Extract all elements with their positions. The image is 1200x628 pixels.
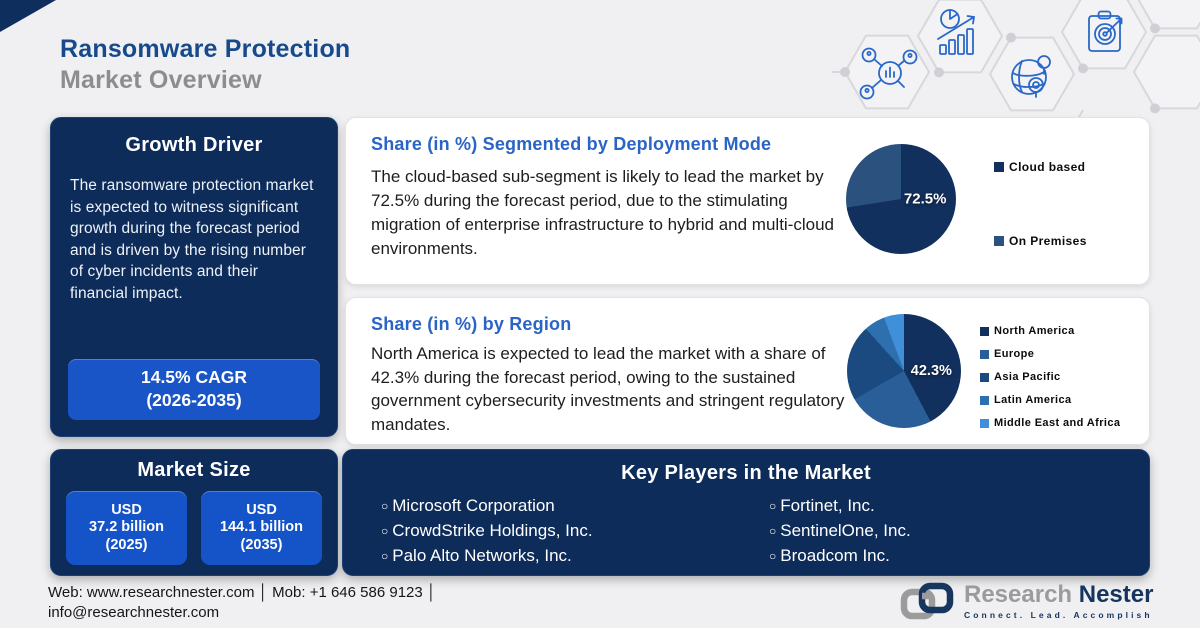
key-player-item: ○ Microsoft Corporation bbox=[381, 494, 769, 519]
circle-bullet-icon: ○ bbox=[381, 549, 389, 563]
badge-currency: USD bbox=[246, 501, 277, 518]
legend-swatch bbox=[980, 326, 989, 336]
deployment-pie-value-label: 72.5% bbox=[903, 190, 947, 208]
chain-link-icon bbox=[900, 582, 954, 620]
research-nester-logo: Research Nester Connect. Lead. Accomplis… bbox=[898, 580, 1153, 622]
logo-tagline: Connect. Lead. Accomplish bbox=[964, 609, 1153, 620]
deployment-body: The cloud-based sub-segment is likely to… bbox=[371, 167, 834, 258]
region-pie-chart: 42.3% bbox=[847, 314, 961, 428]
market-size-card: Market Size USD 37.2 billion (2025) USD … bbox=[50, 449, 338, 576]
circle-bullet-icon: ○ bbox=[769, 524, 777, 538]
footer-contact-line1: Web: www.researchnester.com │ Mob: +1 64… bbox=[48, 584, 437, 601]
legend-item: Latin America bbox=[980, 394, 1120, 406]
key-players-list-left: ○ Microsoft Corporation ○ CrowdStrike Ho… bbox=[381, 494, 769, 569]
legend-swatch bbox=[994, 236, 1004, 246]
legend-label: Cloud based bbox=[1009, 160, 1086, 174]
deployment-heading: Share (in %) Segmented by Deployment Mod… bbox=[371, 134, 772, 154]
legend-label: Middle East and Africa bbox=[994, 417, 1121, 429]
cagr-badge: 14.5% CAGR (2026-2035) bbox=[68, 359, 320, 420]
badge-currency: USD bbox=[111, 501, 142, 518]
legend-swatch bbox=[980, 372, 989, 382]
legend-label: On Premises bbox=[1009, 234, 1087, 248]
target-icon bbox=[1088, 10, 1123, 52]
market-size-heading: Market Size bbox=[137, 459, 251, 481]
page-title: Ransomware Protection Market Overview bbox=[60, 34, 350, 96]
badge-value: 37.2 billion bbox=[89, 519, 164, 536]
badge-year: (2025) bbox=[105, 536, 148, 553]
logo-wordmark: Research Nester bbox=[964, 580, 1154, 608]
title-line-2: Market Overview bbox=[60, 66, 262, 94]
region-share-card: Share (in %) by Region North America is … bbox=[345, 297, 1150, 445]
key-player-name: Microsoft Corporation bbox=[392, 496, 555, 515]
legend-label: Europe bbox=[994, 348, 1035, 360]
cagr-value: 14.5% CAGR bbox=[140, 367, 247, 387]
circle-bullet-icon: ○ bbox=[769, 499, 777, 513]
corner-accent bbox=[0, 0, 56, 32]
growth-driver-card: Growth Driver The ransomware protection … bbox=[50, 117, 338, 437]
legend-label: North America bbox=[994, 325, 1075, 337]
region-body: North America is expected to lead the ma… bbox=[371, 344, 845, 434]
badge-value: 144.1 billion bbox=[220, 519, 303, 536]
legend-label: Latin America bbox=[994, 394, 1072, 406]
circle-bullet-icon: ○ bbox=[381, 524, 389, 538]
deployment-share-card: Share (in %) Segmented by Deployment Mod… bbox=[345, 117, 1150, 285]
legend-swatch bbox=[980, 395, 989, 405]
legend-swatch bbox=[994, 162, 1004, 172]
key-player-item: ○ Broadcom Inc. bbox=[769, 544, 911, 569]
legend-item: Asia Pacific bbox=[980, 371, 1120, 383]
key-players-list-right: ○ Fortinet, Inc. ○ SentinelOne, Inc. ○ B… bbox=[769, 494, 911, 569]
market-size-badge-2035: USD 144.1 billion (2035) bbox=[201, 491, 322, 565]
legend-item: Cloud based bbox=[994, 160, 1087, 174]
legend-swatch bbox=[980, 349, 989, 359]
global-market-icon bbox=[1011, 55, 1051, 98]
key-player-name: Palo Alto Networks, Inc. bbox=[392, 546, 572, 565]
legend-item: Europe bbox=[980, 348, 1120, 360]
legend-item: On Premises bbox=[994, 234, 1087, 248]
circle-bullet-icon: ○ bbox=[381, 499, 389, 513]
growth-driver-body: The ransomware protection market is expe… bbox=[70, 177, 314, 302]
region-legend: North America Europe Asia Pacific Latin … bbox=[980, 325, 1120, 429]
market-size-badge-2025: USD 37.2 billion (2025) bbox=[66, 491, 187, 565]
key-player-item: ○ CrowdStrike Holdings, Inc. bbox=[381, 519, 769, 544]
region-pie-value-label: 42.3% bbox=[910, 363, 952, 379]
network-analysis-icon bbox=[859, 47, 918, 100]
cagr-period: (2026-2035) bbox=[146, 390, 242, 410]
hex-decoration bbox=[832, 0, 1200, 120]
footer-contact-line2: info@researchnester.com bbox=[48, 604, 220, 621]
legend-label: Asia Pacific bbox=[994, 371, 1061, 383]
key-player-name: SentinelOne, Inc. bbox=[780, 521, 911, 540]
growth-chart-icon bbox=[937, 9, 975, 55]
circle-bullet-icon: ○ bbox=[769, 549, 777, 563]
key-player-name: Fortinet, Inc. bbox=[780, 496, 875, 515]
key-player-item: ○ SentinelOne, Inc. bbox=[769, 519, 911, 544]
key-players-card: Key Players in the Market ○ Microsoft Co… bbox=[342, 449, 1150, 576]
title-line-1: Ransomware Protection bbox=[60, 35, 351, 63]
region-heading: Share (in %) by Region bbox=[371, 314, 572, 334]
deployment-pie-chart: 72.5% bbox=[846, 144, 956, 254]
growth-driver-heading: Growth Driver bbox=[125, 134, 263, 156]
legend-item: North America bbox=[980, 325, 1120, 337]
footer-contact: Web: www.researchnester.com │ Mob: +1 64… bbox=[48, 583, 436, 623]
key-player-item: ○ Fortinet, Inc. bbox=[769, 494, 911, 519]
legend-swatch bbox=[980, 418, 989, 428]
key-player-item: ○ Palo Alto Networks, Inc. bbox=[381, 544, 769, 569]
badge-year: (2035) bbox=[240, 536, 283, 553]
key-player-name: Broadcom Inc. bbox=[780, 546, 890, 565]
key-players-heading: Key Players in the Market bbox=[621, 462, 871, 484]
logo-word-research: Research bbox=[964, 580, 1073, 608]
legend-item: Middle East and Africa bbox=[980, 417, 1120, 429]
key-player-name: CrowdStrike Holdings, Inc. bbox=[392, 521, 593, 540]
logo-word-nester: Nester bbox=[1078, 580, 1154, 608]
deployment-legend: Cloud based On Premises bbox=[994, 160, 1087, 248]
